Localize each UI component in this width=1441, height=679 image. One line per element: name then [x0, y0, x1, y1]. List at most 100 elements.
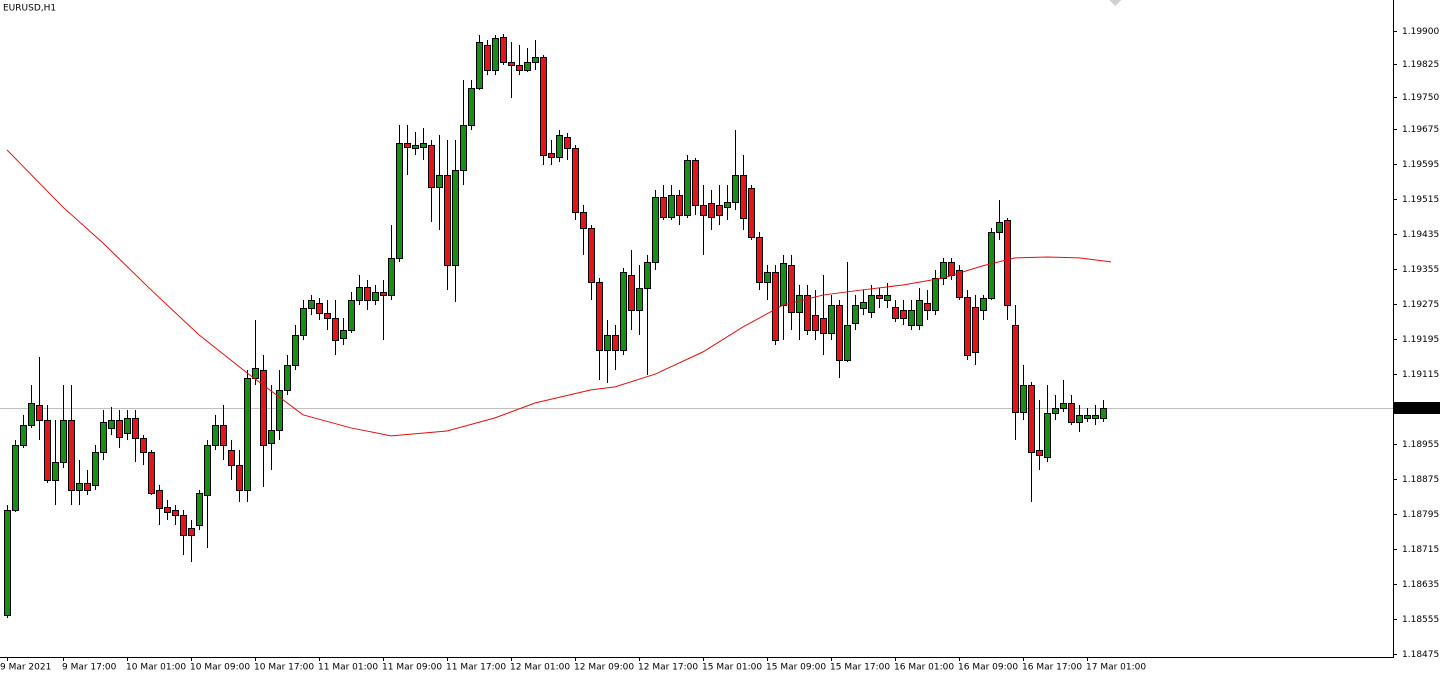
candle-body — [4, 510, 11, 616]
candle-body — [564, 137, 571, 149]
candle-body — [292, 335, 299, 366]
candle-body — [876, 295, 883, 299]
candle-body — [12, 445, 19, 511]
candle-body — [76, 483, 83, 491]
candle-body — [884, 295, 891, 301]
candle-body — [260, 370, 267, 446]
candle-body — [804, 295, 811, 331]
candle-body — [212, 425, 219, 446]
candle-body — [1020, 385, 1027, 413]
scroll-marker — [1109, 0, 1121, 6]
candle-body — [60, 420, 67, 463]
candle-body — [300, 308, 307, 336]
candle-body — [788, 265, 795, 313]
candle-body — [708, 203, 715, 218]
candle-body — [1012, 325, 1019, 413]
candle-body — [116, 420, 123, 438]
candle-body — [92, 452, 99, 486]
y-tick-label: 1.19825 — [1402, 60, 1439, 70]
candle-body — [1036, 450, 1043, 456]
candle-body — [28, 403, 35, 426]
x-tick-label: 15 Mar 01:00 — [702, 663, 762, 673]
y-tick-label: 1.18715 — [1402, 545, 1439, 555]
candle-body — [900, 310, 907, 319]
candle-body — [508, 62, 515, 66]
candle-body — [820, 318, 827, 334]
candle-body — [812, 315, 819, 331]
candle-body — [732, 175, 739, 203]
y-tick-label: 1.19515 — [1402, 195, 1439, 205]
candle-body — [756, 237, 763, 283]
candle-body — [356, 287, 363, 301]
candle-body — [948, 262, 955, 276]
candle-body — [828, 305, 835, 334]
y-tick-label: 1.19115 — [1402, 370, 1439, 380]
candle-body — [996, 222, 1003, 233]
candle-body — [644, 262, 651, 289]
candle-body — [516, 65, 523, 71]
y-tick-label: 1.18475 — [1402, 650, 1439, 660]
candle-body — [988, 232, 995, 299]
candle-body — [604, 335, 611, 351]
x-tick-label: 12 Mar 09:00 — [574, 663, 634, 673]
candle-body — [1060, 403, 1067, 409]
x-tick-label: 9 Mar 2021 — [0, 663, 51, 673]
candle-body — [924, 303, 931, 311]
chart-title: EURUSD,H1 — [3, 4, 56, 14]
candle-body — [228, 450, 235, 466]
candle-body — [444, 175, 451, 266]
x-tick-label: 12 Mar 01:00 — [510, 663, 570, 673]
candle-body — [364, 287, 371, 301]
candle-body — [916, 300, 923, 326]
candle-body — [868, 295, 875, 313]
candle-body — [172, 510, 179, 516]
candle-body — [724, 202, 731, 208]
candle-body — [188, 528, 195, 536]
candle-body — [428, 145, 435, 188]
candle-body — [980, 298, 987, 311]
candle-body — [1084, 415, 1091, 419]
candle-body — [340, 330, 347, 339]
candle-body — [548, 153, 555, 158]
candle-body — [556, 135, 563, 158]
x-tick-label: 10 Mar 01:00 — [126, 663, 186, 673]
candle-body — [940, 262, 947, 279]
candle-body — [684, 160, 691, 216]
y-tick-label: 1.19595 — [1402, 160, 1439, 170]
y-tick-label: 1.18635 — [1402, 580, 1439, 590]
candle-body — [780, 263, 787, 306]
candle-body — [700, 205, 707, 216]
y-tick-label: 1.19900 — [1402, 27, 1439, 37]
y-tick-label: 1.18875 — [1402, 475, 1439, 485]
candle-body — [668, 195, 675, 218]
candle-body — [220, 425, 227, 446]
candle-body — [268, 430, 275, 444]
candle-body — [1068, 403, 1075, 423]
candle-body — [740, 175, 747, 219]
candle-body — [636, 288, 643, 311]
candle-body — [460, 125, 467, 171]
candle-body — [372, 292, 379, 301]
candle-body — [796, 295, 803, 313]
candle-body — [36, 405, 43, 421]
candle-body — [468, 88, 475, 126]
candle-body — [1044, 413, 1051, 458]
candle-body — [836, 305, 843, 361]
candle-body — [420, 143, 427, 148]
candle-body — [892, 307, 899, 319]
candle-body — [484, 45, 491, 71]
candle-body — [316, 303, 323, 314]
candle-body — [324, 313, 331, 319]
candle-body — [284, 365, 291, 391]
y-tick-label: 1.19750 — [1402, 93, 1439, 103]
x-tick-label: 10 Mar 17:00 — [254, 663, 314, 673]
candle-body — [396, 143, 403, 259]
x-tick-label: 15 Mar 09:00 — [766, 663, 826, 673]
x-tick-label: 9 Mar 17:00 — [62, 663, 117, 673]
candle-body — [156, 490, 163, 509]
candle-body — [388, 258, 395, 296]
candle-body — [1100, 408, 1107, 419]
candle-body — [1076, 415, 1083, 423]
candle-body — [596, 282, 603, 351]
